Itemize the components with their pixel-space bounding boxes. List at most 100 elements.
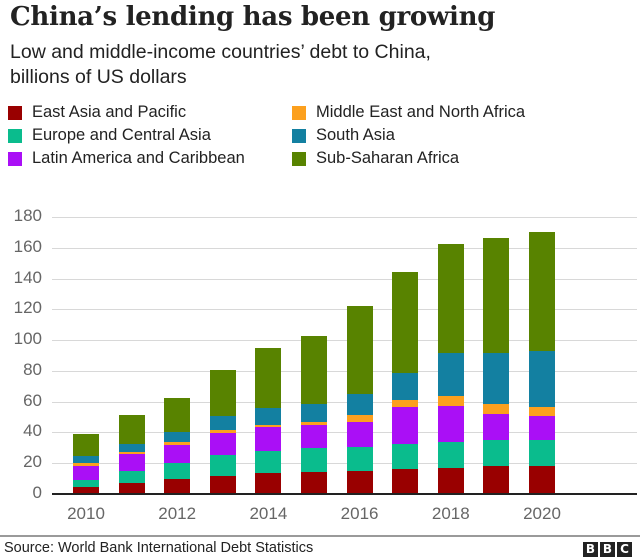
y-axis-tick-label: 180 — [13, 206, 42, 225]
footer-divider — [0, 535, 640, 537]
bar-segment — [392, 407, 419, 444]
y-axis-tick-label: 140 — [13, 267, 42, 287]
bar-segment — [483, 237, 510, 354]
bar-segment — [346, 471, 373, 494]
bar-segment — [164, 445, 191, 464]
bar-segment — [483, 413, 510, 440]
bar-segment — [118, 443, 145, 452]
bar-segment — [301, 447, 327, 472]
bar-segment — [118, 454, 145, 472]
bar-segment — [209, 475, 236, 494]
bar-2018 — [437, 200, 464, 494]
bar-segment — [164, 397, 191, 432]
bar-2020 — [529, 200, 555, 494]
bar-segment — [392, 469, 419, 494]
bar-segment — [209, 370, 236, 417]
legend-item-europe-central-asia: Europe and Central Asia — [8, 124, 211, 147]
bar-segment — [255, 472, 282, 494]
bar-segment — [483, 404, 510, 414]
y-axis-tick-label: 80 — [23, 359, 42, 379]
bar-segment — [255, 427, 282, 451]
bar-segment — [346, 421, 373, 448]
bar-segment — [529, 231, 555, 351]
bar-segment — [346, 305, 373, 395]
bar-2015 — [301, 200, 327, 494]
bar-segment — [346, 447, 373, 472]
bar-segment — [118, 471, 145, 483]
y-axis-tick-label: 0 — [32, 483, 42, 502]
y-axis-tick-label: 40 — [23, 421, 42, 441]
legend-label: East Asia and Pacific — [32, 103, 187, 121]
x-axis-tick-label: 2016 — [340, 504, 379, 523]
bar-segment — [209, 429, 236, 433]
bar-segment — [118, 451, 145, 455]
bar-segment — [301, 403, 327, 423]
chart-subtitle: Low and middle-income countries’ debt to… — [10, 40, 610, 90]
bar-2013 — [209, 200, 236, 494]
bar-segment — [437, 353, 464, 397]
bar-segment — [301, 422, 327, 426]
legend-swatch-icon — [292, 128, 306, 143]
bar-segment — [346, 394, 373, 416]
y-axis-tick-label: 20 — [23, 452, 42, 472]
subtitle-line-1: Low and middle-income countries’ debt to… — [10, 41, 431, 63]
bar-segment — [301, 425, 327, 448]
bar-segment — [529, 415, 555, 440]
bar-2017 — [392, 200, 419, 494]
bar-segment — [73, 465, 99, 480]
bar-segment — [437, 243, 464, 354]
bar-segment — [392, 400, 419, 408]
bar-2016 — [346, 200, 373, 494]
x-axis-tick-label: 2014 — [249, 504, 288, 523]
bar-segment — [73, 486, 99, 494]
bar-segment — [255, 450, 282, 473]
legend-label: Sub-Saharan Africa — [316, 149, 460, 167]
bar-segment — [118, 414, 145, 444]
bar-segment — [529, 439, 555, 466]
bar-segment — [301, 471, 327, 494]
bar-segment — [483, 466, 510, 494]
stacked-bar-chart: 0 20 40 60 80 100 120 140 160 180 2010 2012 2014 2016… — [0, 200, 640, 540]
y-axis-tick-label: 160 — [13, 236, 42, 256]
gridline — [52, 432, 637, 434]
bar-segment — [529, 350, 555, 407]
bar-segment — [529, 465, 555, 494]
legend-label: South Asia — [316, 126, 395, 144]
y-axis-tick-label: 120 — [13, 298, 42, 318]
gridline — [52, 217, 637, 218]
legend-item-sub-saharan-africa: Sub-Saharan Africa — [292, 147, 459, 170]
bar-segment — [73, 433, 99, 457]
legend-swatch-icon — [8, 128, 22, 143]
bar-segment — [209, 416, 236, 430]
legend-item-middle-east-north-africa: Middle East and North Africa — [292, 101, 525, 124]
bar-segment — [301, 336, 327, 404]
bar-segment — [346, 415, 373, 422]
y-axis-tick-label: 100 — [13, 329, 42, 349]
bar-2011 — [118, 200, 145, 494]
bbc-logo-letter: B — [583, 542, 598, 557]
bar-segment — [73, 456, 99, 463]
bbc-logo-letter: B — [600, 542, 615, 557]
bar-segment — [483, 439, 510, 467]
subtitle-line-2: billions of US dollars — [10, 66, 187, 88]
bar-segment — [255, 407, 282, 425]
chart-title: China’s lending has been growing — [10, 2, 496, 32]
bar-segment — [209, 454, 236, 476]
x-axis-tick-label: 2012 — [158, 504, 197, 523]
legend-label: Europe and Central Asia — [32, 126, 211, 144]
y-axis-tick-label: 60 — [23, 390, 42, 410]
bar-segment — [255, 424, 282, 428]
bar-segment — [437, 396, 464, 407]
bar-segment — [118, 482, 145, 494]
bar-segment — [164, 478, 191, 494]
gridline — [52, 247, 637, 249]
legend-swatch-icon — [8, 105, 22, 120]
bar-segment — [392, 443, 419, 470]
bar-segment — [437, 441, 464, 468]
legend-swatch-icon — [292, 105, 306, 120]
bar-segment — [392, 272, 419, 373]
legend-item-east-asia-pacific: East Asia and Pacific — [8, 101, 186, 124]
gridline — [52, 370, 637, 372]
gridline — [52, 401, 637, 403]
bar-segment — [437, 467, 464, 494]
